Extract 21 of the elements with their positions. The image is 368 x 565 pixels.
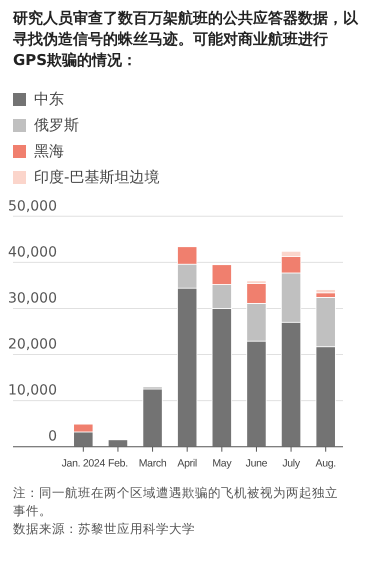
x-tick-label: Jan. 2024: [62, 458, 106, 470]
x-tick-label: Feb.: [108, 458, 128, 470]
y-tick-label: 40,000: [8, 244, 57, 260]
x-tick-label: May: [212, 458, 232, 470]
y-tick-label: 50,000: [8, 198, 57, 214]
text: 注：同一航班在两个区域遭遇欺骗的飞机被视为两起独立事件。: [13, 484, 339, 520]
source-note: 数据来源：苏黎世应用科学大学: [13, 520, 196, 538]
x-tick-label: June: [246, 458, 268, 470]
legend-label: 中东: [34, 90, 64, 108]
y-tick-label: 20,000: [8, 336, 57, 353]
legend-label: 俄罗斯: [34, 116, 79, 134]
y-tick-label: 30,000: [8, 290, 57, 306]
y-tick-label: 0: [48, 428, 57, 445]
x-tick-label: Aug.: [315, 458, 336, 470]
legend-label: 黑海: [34, 142, 64, 160]
x-tick-label: March: [138, 458, 167, 470]
chart-title: 研究人员审查了数百万架航班的公共应答器数据，以寻找伪造信号的蛛丝马迹。可能对商业航班进行GPS欺骗的情况：: [13, 8, 358, 71]
legend-label: 印度-巴基斯坦边境: [34, 168, 160, 186]
y-tick-label: 10,000: [8, 382, 57, 399]
x-tick-label: July: [282, 458, 301, 470]
x-tick-label: April: [177, 458, 197, 470]
